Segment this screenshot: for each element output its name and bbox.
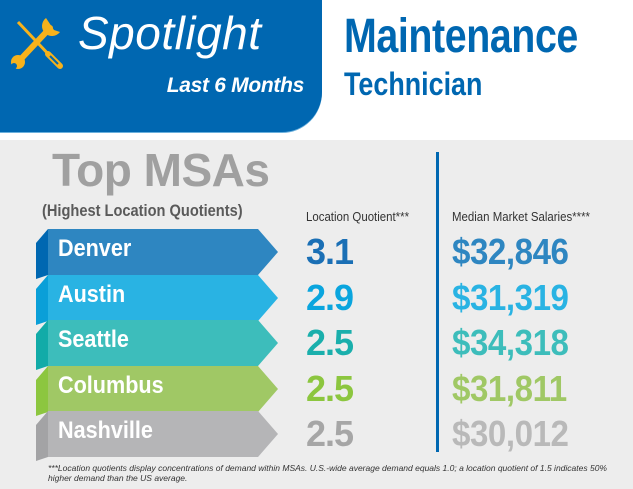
msa-row: Austin 2.9 $31,319	[0, 275, 633, 325]
lq-column-header: Location Quotient***	[306, 209, 410, 224]
column-divider	[436, 152, 439, 452]
location-quotient-value: 2.5	[306, 322, 354, 363]
city-name: Columbus	[58, 372, 164, 399]
location-quotient-value: 2.5	[306, 368, 354, 409]
location-quotient-value: 3.1	[306, 231, 354, 272]
msa-row: Denver 3.1 $32,846	[0, 229, 633, 279]
city-name: Seattle	[58, 326, 129, 353]
median-salary-value: $32,846	[452, 231, 569, 272]
section-subtitle: (Highest Location Quotients)	[42, 201, 243, 220]
msa-row: Seattle 2.5 $34,318	[0, 320, 633, 370]
median-salary-value: $34,318	[452, 322, 569, 363]
median-salary-value: $30,012	[452, 413, 569, 454]
city-name: Nashville	[58, 417, 153, 444]
median-salary-value: $31,319	[452, 277, 569, 318]
location-quotient-value: 2.9	[306, 277, 354, 318]
city-ribbon	[36, 320, 278, 370]
city-name: Denver	[58, 235, 132, 262]
wrench-screwdriver-icon	[11, 18, 63, 69]
job-title-sub: Technician	[344, 66, 483, 102]
location-quotient-value: 2.5	[306, 413, 354, 454]
salary-column-header: Median Market Salaries****	[452, 209, 590, 224]
median-salary-value: $31,811	[452, 368, 567, 409]
footnote: ***Location quotients display concentrat…	[48, 463, 607, 483]
city-ribbon	[36, 411, 278, 461]
city-ribbon	[36, 275, 278, 325]
spotlight-banner: Spotlight Last 6 Months	[0, 0, 322, 132]
city-name: Austin	[58, 281, 126, 308]
city-ribbon	[36, 366, 278, 416]
section-title: Top MSAs	[52, 144, 270, 196]
job-title: Maintenance	[344, 10, 578, 63]
spotlight-label: Spotlight	[78, 7, 262, 59]
period-label: Last 6 Months	[166, 74, 305, 97]
msa-row: Columbus 2.5 $31,811	[0, 366, 633, 416]
msa-row: Nashville 2.5 $30,012	[0, 411, 633, 461]
city-ribbon	[36, 229, 278, 279]
